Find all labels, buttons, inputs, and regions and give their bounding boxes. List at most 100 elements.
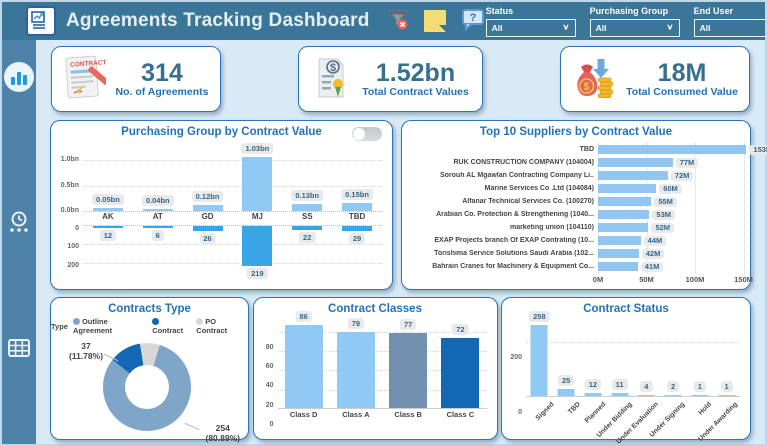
status-bar[interactable] bbox=[584, 392, 602, 396]
count-bar[interactable] bbox=[192, 226, 223, 231]
supplier-name: Arabian Co. Protection & Strengthening (… bbox=[436, 211, 594, 218]
count-bar[interactable] bbox=[142, 226, 173, 228]
count-label: 26 bbox=[199, 232, 216, 244]
pg-column: 6 bbox=[133, 226, 183, 278]
filter-status-dropdown[interactable]: All ∨ bbox=[485, 18, 576, 37]
supplier-value-label: 72M bbox=[670, 170, 694, 181]
clear-filter-icon[interactable] bbox=[386, 7, 410, 36]
status-bar[interactable] bbox=[557, 389, 575, 396]
value-label: 4 bbox=[640, 380, 653, 392]
status-bar[interactable] bbox=[718, 394, 736, 396]
supplier-value-label: 42M bbox=[641, 248, 665, 259]
page-title: Agreements Tracking Dashboard bbox=[66, 10, 370, 31]
chart-toggle[interactable] bbox=[352, 127, 382, 141]
value-label: 79 bbox=[347, 317, 365, 329]
status-bar[interactable] bbox=[664, 394, 682, 396]
pg-column: 0.05bn bbox=[83, 142, 133, 211]
legend-dot-icon bbox=[152, 318, 160, 325]
filter-status: Status All ∨ bbox=[485, 6, 576, 37]
sidebar-item-dashboard[interactable] bbox=[4, 62, 34, 92]
class-category-label: Class D bbox=[289, 410, 318, 419]
legend-item[interactable]: PO Contract bbox=[196, 317, 228, 335]
count-bar[interactable] bbox=[92, 226, 123, 229]
value-bar[interactable] bbox=[192, 204, 223, 211]
count-bar[interactable] bbox=[242, 226, 273, 266]
class-bar[interactable] bbox=[336, 331, 375, 408]
status-bar[interactable] bbox=[691, 394, 709, 396]
pg-column: 0.13bn bbox=[282, 142, 332, 211]
pg-upper-plot: 0.05bn 0.04bn 0.12bn 1.03bn 0.13bn 0.15bn bbox=[83, 142, 382, 212]
help-chat-icon[interactable]: ? bbox=[460, 7, 486, 36]
gridline bbox=[598, 143, 599, 273]
x-axis-tick: 0M bbox=[592, 275, 604, 284]
sticky-note-icon[interactable] bbox=[423, 10, 446, 32]
top-suppliers-chart-panel: Top 10 Suppliers by Contract Value TBD 15… bbox=[401, 120, 767, 290]
supplier-row: EXAP Projects branch Of EXAP Contrating … bbox=[408, 234, 742, 247]
legend-item[interactable]: Outline Agreement bbox=[72, 317, 113, 335]
clock-timeline-icon bbox=[8, 211, 30, 238]
class-bar[interactable] bbox=[441, 338, 480, 408]
status-category-label: Under Awarding bbox=[697, 399, 739, 443]
y-axis-tick: 20 bbox=[265, 401, 274, 409]
supplier-row: Alfanar Technical Services Co. (100270) 5… bbox=[408, 195, 742, 208]
chevron-down-icon: ∨ bbox=[562, 23, 570, 32]
money-bag-icon: $ bbox=[571, 53, 617, 106]
pg-lower-plot: 12 6 26 219 22 29 bbox=[83, 225, 382, 279]
supplier-bar[interactable] bbox=[598, 236, 641, 245]
y-axis-tick: 60 bbox=[265, 362, 274, 370]
class-bar[interactable] bbox=[389, 333, 428, 408]
kpi-label: Total Contract Values bbox=[362, 86, 469, 98]
filter-purchasing-group-dropdown[interactable]: All ∨ bbox=[589, 18, 680, 37]
supplier-bar[interactable] bbox=[598, 223, 649, 232]
value-bar[interactable] bbox=[292, 204, 323, 211]
value-bar[interactable] bbox=[242, 157, 273, 211]
value-label: 2 bbox=[667, 380, 680, 392]
supplier-row: Bahrain Cranes for Machinery & Equipment… bbox=[408, 260, 742, 273]
donut-chart[interactable] bbox=[103, 343, 191, 431]
sidebar-item-history[interactable] bbox=[8, 210, 30, 239]
pg-category-label: GD bbox=[201, 212, 214, 221]
pg-category-label: AT bbox=[152, 212, 163, 221]
contracts-type-donut: 37 (11.78%) 254 (80.89%) bbox=[51, 335, 248, 443]
status-bar[interactable] bbox=[637, 394, 655, 396]
supplier-name: Alfanar Technical Services Co. (100270) bbox=[462, 198, 594, 205]
pg-category-label: TBD bbox=[348, 212, 366, 221]
supplier-bar[interactable] bbox=[598, 184, 657, 193]
pg-column: 0.12bn bbox=[183, 142, 233, 211]
value-label: 0.05bn bbox=[92, 194, 124, 206]
filter-end-user-dropdown[interactable]: All ∨ bbox=[693, 18, 767, 37]
status-bar[interactable] bbox=[530, 324, 548, 396]
value-bar[interactable] bbox=[142, 208, 173, 211]
supplier-bar[interactable] bbox=[598, 262, 638, 271]
supplier-bar[interactable] bbox=[598, 145, 747, 154]
pg-category-label: SS bbox=[301, 212, 313, 221]
pg-column: 1.03bn bbox=[232, 142, 282, 211]
status-category-label: Under Signing bbox=[649, 399, 687, 439]
value-bar[interactable] bbox=[92, 208, 123, 211]
value-label: 11 bbox=[611, 378, 628, 390]
supplier-bar[interactable] bbox=[598, 197, 652, 206]
class-bar[interactable] bbox=[284, 324, 323, 408]
sidebar-item-table[interactable] bbox=[8, 339, 30, 362]
y-axis-tick: 200 bbox=[67, 262, 79, 269]
gridline bbox=[83, 160, 382, 161]
supplier-name: Torishima Service Solutions Saudi Arabia… bbox=[434, 250, 594, 257]
status-bar[interactable] bbox=[611, 392, 629, 396]
status-column: 1 bbox=[713, 317, 740, 396]
supplier-row: Marine Services Co .Ltd (104084) 60M bbox=[408, 182, 742, 195]
supplier-bar[interactable] bbox=[598, 158, 673, 167]
count-bar[interactable] bbox=[292, 226, 323, 231]
supplier-bar[interactable] bbox=[598, 249, 639, 258]
supplier-value-label: 153M bbox=[749, 144, 767, 155]
contract-status-chart: 0 200 258 25 12 11 4 2 1 1 bbox=[506, 310, 740, 416]
legend-item[interactable]: Contract bbox=[152, 317, 191, 335]
supplier-bar[interactable] bbox=[598, 171, 668, 180]
count-bar[interactable] bbox=[342, 226, 373, 232]
legend-title: Type bbox=[51, 321, 68, 331]
kpi-row: CONTRACT 314 No. of Agreements bbox=[50, 46, 751, 112]
kpi-card-contract-values: $ 1.52bn Total Contract Values bbox=[298, 46, 483, 112]
value-bar[interactable] bbox=[342, 203, 373, 211]
pg-column: 22 bbox=[282, 226, 332, 278]
supplier-bar[interactable] bbox=[598, 210, 650, 219]
status-column: 11 bbox=[606, 317, 633, 396]
